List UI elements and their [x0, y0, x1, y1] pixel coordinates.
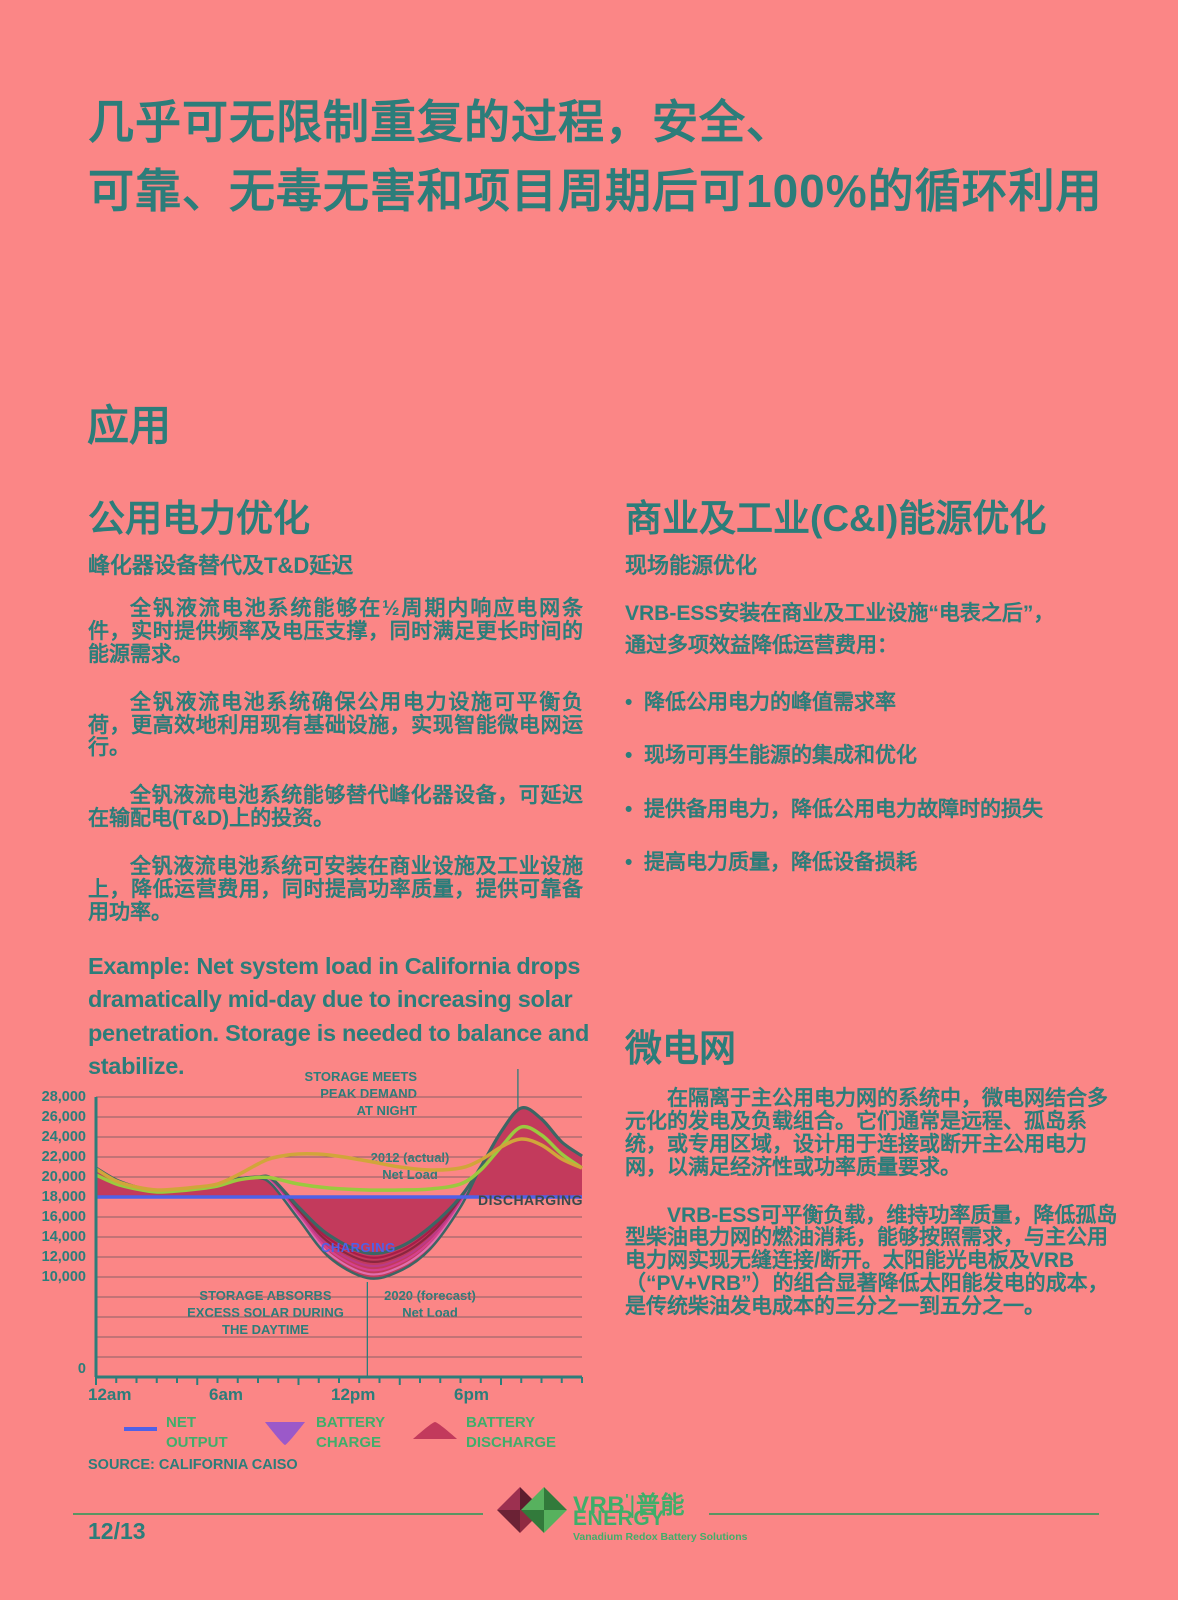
svg-text:CHARGING: CHARGING — [321, 1240, 396, 1255]
svg-text:DISCHARGING: DISCHARGING — [478, 1192, 583, 1208]
